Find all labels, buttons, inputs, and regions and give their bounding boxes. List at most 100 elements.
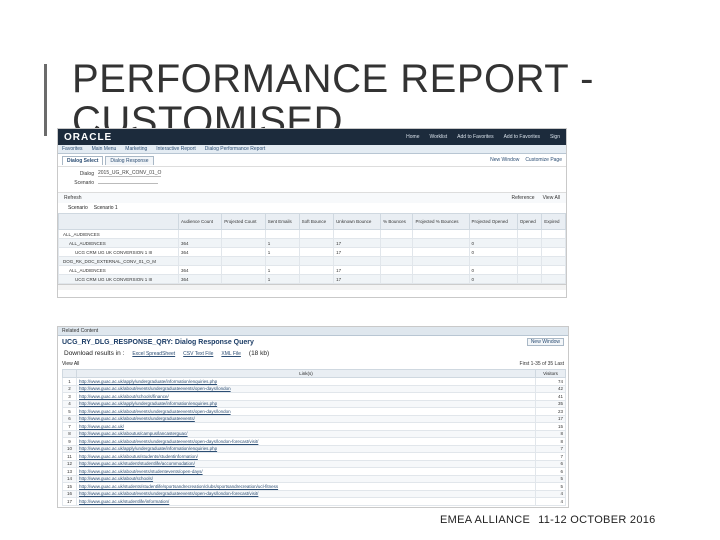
download-csv-link[interactable]: CSV Text File xyxy=(183,351,214,357)
customize-page-link[interactable]: Customize Page xyxy=(525,157,562,163)
row-number: 11 xyxy=(62,452,77,461)
grid-cell xyxy=(298,238,335,248)
view-all-link[interactable]: View All xyxy=(542,195,560,201)
col-soft-bounce[interactable]: Soft Bounce xyxy=(298,213,335,230)
tab-dialog-select[interactable]: Dialog Select xyxy=(62,155,104,165)
scenario-row: Scenario Scenario 1 xyxy=(58,203,566,213)
reference-link[interactable]: Reference xyxy=(511,195,535,201)
col-projected-pct-bounces[interactable]: Projected % Bounces xyxy=(412,213,470,230)
top-link-favorites[interactable]: Add to Favorites xyxy=(457,134,494,140)
table-row: 4 http://www.guac.ac.uk/apply/undergradua… xyxy=(62,399,566,408)
table-row: 8 http://www.guac.ac.uk/aboutus/campus/la… xyxy=(62,429,566,438)
grid-cell: 0 xyxy=(468,274,518,284)
visitor-count: 6 xyxy=(535,467,566,476)
top-link-worklist[interactable]: Worklist xyxy=(429,134,448,140)
grid-cell xyxy=(298,265,335,275)
col-pct-bounces[interactable]: % Bounces xyxy=(380,213,414,230)
grid-row-name[interactable]: ALL_AUDIENCES xyxy=(58,265,179,275)
breadcrumb-main-menu[interactable]: Main Menu xyxy=(91,146,117,152)
row-number: 17 xyxy=(62,497,77,506)
grid-cell xyxy=(541,229,566,239)
top-link-sign-out[interactable]: Sign xyxy=(549,134,560,140)
related-content-label[interactable]: Related Content xyxy=(62,328,99,334)
col-expired[interactable]: Expired xyxy=(541,213,566,230)
grid-cell xyxy=(412,247,470,257)
download-row: Download results in : Excel SpreadSheet … xyxy=(58,348,568,359)
link-url[interactable]: http://www.guac.ac.uk/about/events/stude… xyxy=(76,467,536,476)
link-url[interactable]: http://www.guac.ac.uk/about/events/under… xyxy=(76,489,536,498)
grid-cell xyxy=(541,238,566,248)
related-content-bar[interactable]: Related Content xyxy=(58,327,568,336)
download-excel-link[interactable]: Excel SpreadSheet xyxy=(132,351,176,357)
visitor-count: 8 xyxy=(535,429,566,438)
link-url[interactable]: http://www.guac.ac.uk/ xyxy=(76,422,536,431)
grid-row-name[interactable]: ALL_AUDIENCES xyxy=(58,229,179,239)
new-window-button[interactable]: New Window xyxy=(526,338,564,346)
breadcrumb-dialog-performance[interactable]: Dialog Performance Report xyxy=(204,146,266,152)
scenario-field[interactable] xyxy=(98,182,158,184)
link-url[interactable]: http://www.guac.ac.uk/about/events/under… xyxy=(76,384,536,393)
col-opened[interactable]: Opened xyxy=(516,213,543,230)
link-url[interactable]: http://www.guac.ac.uk/aboutus/students/s… xyxy=(76,452,536,461)
dialog-field[interactable]: 2015_UG_RK_CONV_01_O xyxy=(98,170,162,177)
row-number: 6 xyxy=(62,414,77,423)
table-row: 12 http://www.guac.ac.uk/student/studentl… xyxy=(62,459,566,468)
slide-title: PERFORMANCE REPORT - CUSTOMISED xyxy=(72,57,594,143)
link-url[interactable]: http://www.guac.ac.uk/apply/undergraduat… xyxy=(76,444,536,453)
breadcrumb-favorites[interactable]: Favorites xyxy=(62,146,83,152)
grid-cell xyxy=(298,229,335,239)
grid-cell xyxy=(221,247,266,257)
visitor-count: 41 xyxy=(535,392,566,401)
title-accent-bar xyxy=(44,64,47,136)
visitor-count: 5 xyxy=(535,482,566,491)
grid-cell xyxy=(221,274,266,284)
view-all-link[interactable]: View All xyxy=(62,361,80,367)
grid-row-name[interactable]: DOG_RK_DOC_EXTERNAL_CONV_01_O_M xyxy=(58,256,179,266)
grid-cell: 364 xyxy=(177,265,223,275)
col-visitors[interactable]: Visitors xyxy=(535,369,566,378)
link-url[interactable]: http://www.guac.ac.uk/about/schools/fina… xyxy=(76,392,536,401)
grid-cell xyxy=(380,256,414,266)
link-url[interactable]: http://www.guac.ac.uk/apply/undergraduat… xyxy=(76,399,536,408)
row-number: 5 xyxy=(62,407,77,416)
new-window-link[interactable]: New Window xyxy=(490,157,520,163)
report-title-row: UCG_RY_DLG_RESPONSE_QRY: Dialog Response… xyxy=(58,336,568,348)
breadcrumb-marketing[interactable]: Marketing xyxy=(125,146,148,152)
visitor-count: 42 xyxy=(535,384,566,393)
row-number: 13 xyxy=(62,467,77,476)
row-number: 15 xyxy=(62,482,77,491)
col-projected-opened[interactable]: Projected Opened xyxy=(468,213,518,230)
horizontal-scrollbar[interactable] xyxy=(58,284,566,290)
col-sent-emails[interactable]: Sent Emails xyxy=(264,213,300,230)
link-url[interactable]: http://www.guac.ac.uk/students/studentli… xyxy=(76,482,536,491)
dialog-field-row: Dialog 2015_UG_RK_CONV_01_O xyxy=(72,170,552,177)
row-number: 4 xyxy=(62,399,77,408)
col-projected-count[interactable]: Projected Count xyxy=(221,213,266,230)
top-link-home[interactable]: Home xyxy=(406,134,420,140)
grid-cell xyxy=(516,265,543,275)
grid-row-name[interactable]: UCG CRM UG UK CONVERSION 1 III xyxy=(58,274,179,284)
link-url[interactable]: http://www.guac.ac.uk/about/schools/ xyxy=(76,474,536,483)
table-row: 14 http://www.guac.ac.uk/about/schools/5 xyxy=(62,474,566,483)
link-url[interactable]: http://www.guac.ac.uk/studentlife/inform… xyxy=(76,497,536,506)
link-url[interactable]: http://www.guac.ac.uk/apply/undergraduat… xyxy=(76,377,536,386)
download-xml-link[interactable]: XML File xyxy=(221,351,241,357)
link-url[interactable]: http://www.guac.ac.uk/about/events/under… xyxy=(76,414,536,423)
grid-cell xyxy=(412,256,470,266)
grid-row-name[interactable]: ALL_AUDIENCES xyxy=(58,238,179,248)
link-url[interactable]: http://www.guac.ac.uk/about/events/under… xyxy=(76,407,536,416)
col-links[interactable]: Link(s) xyxy=(76,369,536,378)
link-url[interactable]: http://www.guac.ac.uk/about/events/under… xyxy=(76,437,536,446)
visitor-count: 4 xyxy=(535,489,566,498)
grid-row-name[interactable]: UCG CRM UG UK CONVERSION 1 III xyxy=(58,247,179,257)
link-url[interactable]: http://www.guac.ac.uk/student/studentlif… xyxy=(76,459,536,468)
refresh-button[interactable]: Refresh xyxy=(64,195,82,201)
pager[interactable]: First 1-35 of 35 Last xyxy=(519,361,564,367)
link-url[interactable]: http://www.guac.ac.uk/aboutus/campus/lan… xyxy=(76,429,536,438)
col-unknown-bounce[interactable]: Unknown Bounce xyxy=(333,213,382,230)
top-link-favorites-2[interactable]: Add to Favorites xyxy=(503,134,540,140)
breadcrumb-interactive-report[interactable]: Interactive Report xyxy=(156,146,196,152)
col-audience-count[interactable]: Audience Count xyxy=(177,213,223,230)
tab-dialog-response[interactable]: Dialog Response xyxy=(105,155,154,165)
table-row: 17 http://www.guac.ac.uk/studentlife/info… xyxy=(62,497,566,506)
